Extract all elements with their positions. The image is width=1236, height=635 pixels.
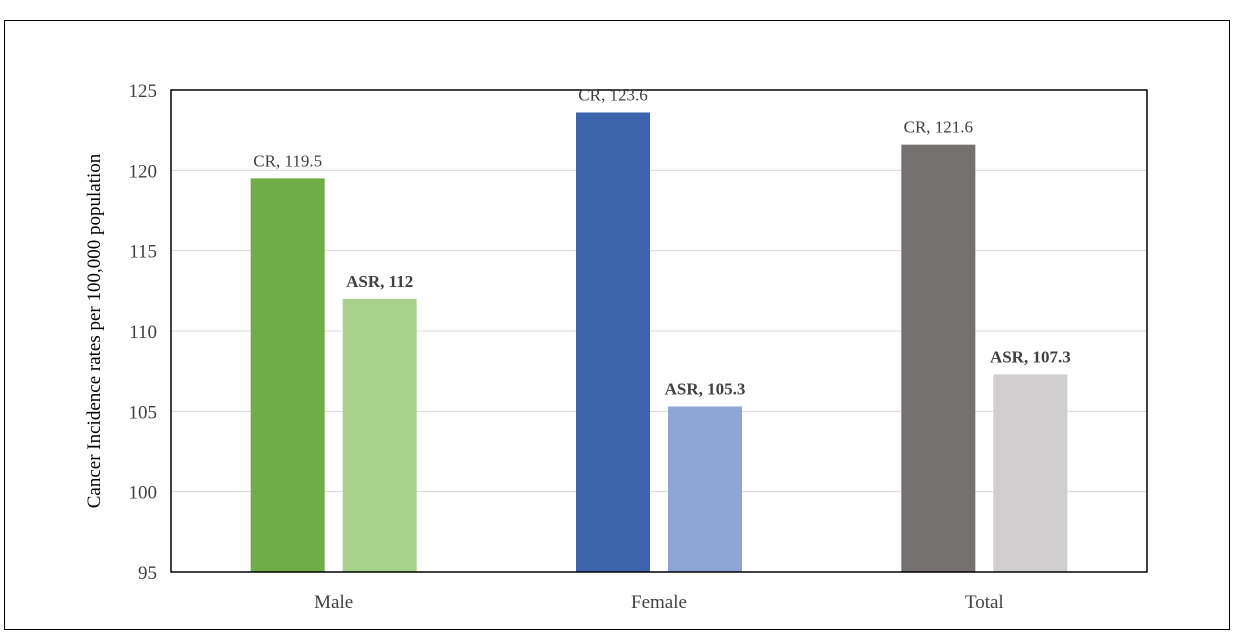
bar [576,112,650,572]
data-label: ASR, 105.3 [665,380,746,399]
bar [993,374,1068,572]
bar [901,144,976,573]
y-tick-label: 100 [129,483,158,504]
y-tick-label: 95 [138,563,157,584]
x-axis-categories: Male Female Total [314,592,1004,613]
y-tick-label: 120 [129,161,158,182]
x-category-label: Female [631,592,687,613]
data-label: ASR, 107.3 [990,347,1071,366]
bar [250,178,325,572]
data-label: CR, 123.6 [578,85,647,104]
y-axis-ticks: 95 100 105 110 115 120 125 [129,81,158,584]
data-label: CR, 119.5 [253,151,322,170]
bar [668,406,742,572]
x-category-label: Total [965,592,1004,613]
y-tick-label: 115 [129,242,157,263]
plot-area-border [170,89,1148,573]
y-tick-label: 110 [129,322,157,343]
data-labels: CR, 119.5 ASR, 112 CR, 123.6 ASR, 105.3 CR, … [253,85,1070,398]
data-label: ASR, 112 [346,272,413,291]
chart-frame [4,20,1230,630]
y-tick-label: 105 [129,402,158,423]
y-tick-label: 125 [129,81,158,102]
y-axis-label: Cancer Incidence rates per 100,000 popul… [84,153,105,508]
bars [250,112,1068,573]
bar [342,298,417,572]
data-label: CR, 121.6 [904,118,973,137]
x-category-label: Male [314,592,353,613]
